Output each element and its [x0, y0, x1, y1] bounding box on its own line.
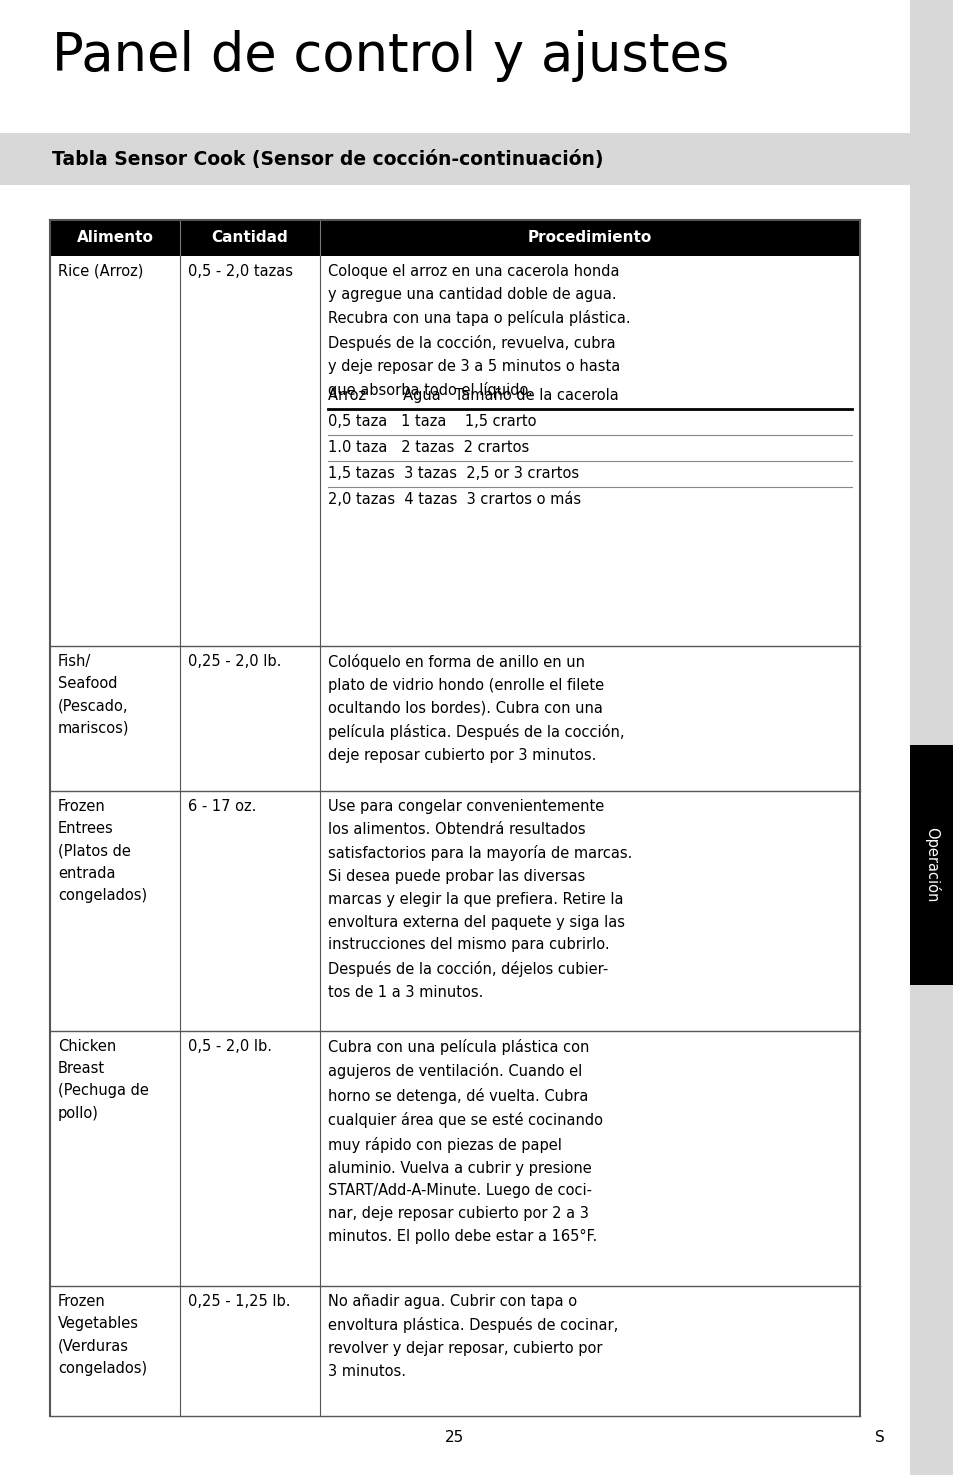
- Text: 0,5 taza   1 taza    1,5 crarto: 0,5 taza 1 taza 1,5 crarto: [328, 414, 536, 429]
- Text: S: S: [874, 1429, 884, 1444]
- Text: 0,25 - 1,25 lb.: 0,25 - 1,25 lb.: [188, 1294, 291, 1308]
- Text: 2,0 tazas  4 tazas  3 crartos o más: 2,0 tazas 4 tazas 3 crartos o más: [328, 493, 580, 507]
- Text: 0,25 - 2,0 lb.: 0,25 - 2,0 lb.: [188, 653, 281, 670]
- Text: 6 - 17 oz.: 6 - 17 oz.: [188, 799, 256, 814]
- Text: Colóquelo en forma de anillo en un
plato de vidrio hondo (enrolle el filete
ocul: Colóquelo en forma de anillo en un plato…: [328, 653, 624, 763]
- Text: Rice (Arroz): Rice (Arroz): [58, 264, 143, 279]
- Bar: [50, 220, 859, 257]
- Bar: [0, 133, 909, 184]
- Text: 1.0 taza   2 tazas  2 crartos: 1.0 taza 2 tazas 2 crartos: [328, 440, 529, 454]
- Bar: [50, 257, 859, 646]
- Bar: [50, 1031, 859, 1286]
- Text: Coloque el arroz en una cacerola honda
y agregue una cantidad doble de agua.
Rec: Coloque el arroz en una cacerola honda y…: [328, 264, 630, 398]
- Text: Panel de control y ajustes: Panel de control y ajustes: [52, 30, 729, 83]
- Bar: [50, 1286, 859, 1416]
- Text: Procedimiento: Procedimiento: [527, 230, 652, 245]
- Text: 1,5 tazas  3 tazas  2,5 or 3 crartos: 1,5 tazas 3 tazas 2,5 or 3 crartos: [328, 466, 578, 481]
- Text: Cantidad: Cantidad: [212, 230, 288, 245]
- Text: 25: 25: [445, 1429, 464, 1444]
- Text: Cubra con una película plástica con
agujeros de ventilación. Cuando el
horno se : Cubra con una película plástica con aguj…: [328, 1038, 602, 1243]
- Bar: [909, 745, 953, 985]
- Text: Operación: Operación: [923, 827, 939, 903]
- Bar: [50, 791, 859, 1031]
- Text: Frozen
Entrees
(Platos de
entrada
congelados): Frozen Entrees (Platos de entrada congel…: [58, 799, 147, 903]
- Text: No añadir agua. Cubrir con tapa o
envoltura plástica. Después de cocinar,
revolv: No añadir agua. Cubrir con tapa o envolt…: [328, 1294, 618, 1379]
- Bar: [50, 646, 859, 791]
- Text: 0,5 - 2,0 lb.: 0,5 - 2,0 lb.: [188, 1038, 272, 1055]
- Text: Use para congelar convenientemente
los alimentos. Obtendrá resultados
satisfacto: Use para congelar convenientemente los a…: [328, 799, 632, 1000]
- Text: Chicken
Breast
(Pechuga de
pollo): Chicken Breast (Pechuga de pollo): [58, 1038, 149, 1121]
- Text: Tabla Sensor Cook (Sensor de cocción-continuación): Tabla Sensor Cook (Sensor de cocción-con…: [52, 149, 603, 168]
- Text: Arroz        Agua   Tamaño de la cacerola: Arroz Agua Tamaño de la cacerola: [328, 388, 618, 403]
- Text: Alimento: Alimento: [76, 230, 153, 245]
- Text: Frozen
Vegetables
(Verduras
congelados): Frozen Vegetables (Verduras congelados): [58, 1294, 147, 1376]
- Text: Fish/
Seafood
(Pescado,
mariscos): Fish/ Seafood (Pescado, mariscos): [58, 653, 130, 736]
- Text: 0,5 - 2,0 tazas: 0,5 - 2,0 tazas: [188, 264, 293, 279]
